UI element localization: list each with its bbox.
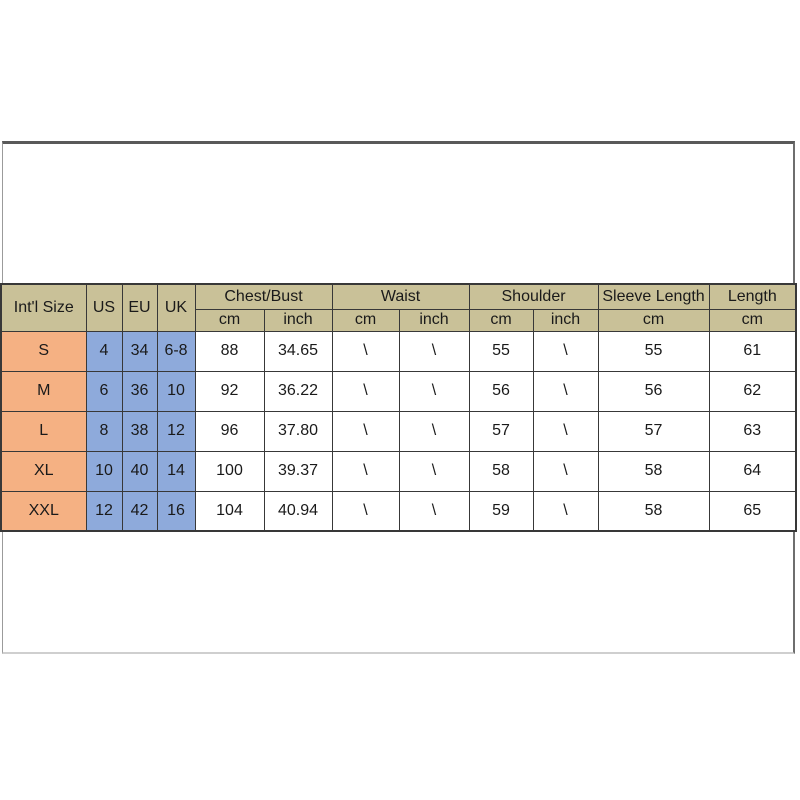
unit-header-length-cm: cm [708,308,797,332]
table-cell: 10 [85,450,123,492]
col-header-intl-size: Int'l Size [0,283,87,332]
table-cell: 16 [156,490,196,532]
header-row-groups: Int'l Size US EU UK Chest/Bust Waist Sho… [0,283,797,332]
table-cell: 12 [85,490,123,532]
table-cell: 4 [85,330,123,372]
col-header-shoulder: Shoulder [468,283,599,310]
table-row-xxl: XXL 12 42 16 104 40.94 \ \ 59 \ 58 65 [0,490,797,532]
table-cell: 56 [468,370,534,412]
table-cell: 55 [597,330,710,372]
size-cell: XL [0,450,87,492]
unit-header-sleeve-cm: cm [597,308,710,332]
table-cell: 65 [708,490,797,532]
table-cell: 12 [156,410,196,452]
table-cell: \ [532,330,599,372]
table-cell: \ [398,370,470,412]
table-cell: 58 [468,450,534,492]
col-header-waist: Waist [331,283,470,310]
table-cell: 37.80 [263,410,333,452]
table-cell: 14 [156,450,196,492]
table-cell: 40.94 [263,490,333,532]
table-cell: 58 [597,450,710,492]
table-cell: 34 [121,330,158,372]
table-cell: \ [532,490,599,532]
table-row-xl: XL 10 40 14 100 39.37 \ \ 58 \ 58 64 [0,450,797,492]
table-cell: \ [398,410,470,452]
table-cell: 61 [708,330,797,372]
table-cell: 55 [468,330,534,372]
table-cell: 88 [194,330,265,372]
col-header-chest-bust: Chest/Bust [194,283,333,310]
table-cell: 96 [194,410,265,452]
col-header-eu: EU [121,283,158,332]
col-header-us: US [85,283,123,332]
table-cell: 57 [597,410,710,452]
table-cell: 62 [708,370,797,412]
col-header-length: Length [708,283,797,310]
unit-header-waist-inch: inch [398,308,470,332]
table-cell: 104 [194,490,265,532]
table-cell: \ [532,370,599,412]
header-row-units: cm inch cm inch cm inch cm cm [1,308,797,332]
table-cell: 38 [121,410,158,452]
table-cell: 8 [85,410,123,452]
table-row-s: S 4 34 6-8 88 34.65 \ \ 55 \ 55 61 [0,330,797,372]
size-cell: L [0,410,87,452]
size-cell: XXL [0,490,87,532]
table-cell: \ [331,490,400,532]
table-cell: 92 [194,370,265,412]
table-cell: 56 [597,370,710,412]
col-header-uk: UK [156,283,196,332]
table-row-l: L 8 38 12 96 37.80 \ \ 57 \ 57 63 [0,410,797,452]
col-header-sleeve-length: Sleeve Length [597,283,710,310]
table-cell: \ [398,490,470,532]
size-chart-table: Int'l Size US EU UK Chest/Bust Waist Sho… [0,283,798,532]
table-cell: 6-8 [156,330,196,372]
unit-header-chest-inch: inch [263,308,333,332]
table-cell: \ [532,450,599,492]
table-cell: 57 [468,410,534,452]
table-cell: 100 [194,450,265,492]
table-cell: 64 [708,450,797,492]
table-cell: 40 [121,450,158,492]
table-cell: 6 [85,370,123,412]
table-cell: \ [398,330,470,372]
table-cell: 58 [597,490,710,532]
table-cell: \ [331,370,400,412]
table-cell: \ [532,410,599,452]
table-cell: \ [398,450,470,492]
table-cell: 36.22 [263,370,333,412]
size-cell: M [0,370,87,412]
table-cell: 59 [468,490,534,532]
table-cell: 34.65 [263,330,333,372]
table-cell: \ [331,450,400,492]
unit-header-shoulder-inch: inch [532,308,599,332]
size-cell: S [0,330,87,372]
table-cell: 39.37 [263,450,333,492]
table-row-m: M 6 36 10 92 36.22 \ \ 56 \ 56 62 [0,370,797,412]
table-cell: 10 [156,370,196,412]
table-cell: \ [331,410,400,452]
table-cell: 42 [121,490,158,532]
table-cell: 63 [708,410,797,452]
unit-header-chest-cm: cm [194,308,265,332]
unit-header-waist-cm: cm [331,308,400,332]
table-cell: \ [331,330,400,372]
table-cell: 36 [121,370,158,412]
unit-header-shoulder-cm: cm [468,308,534,332]
